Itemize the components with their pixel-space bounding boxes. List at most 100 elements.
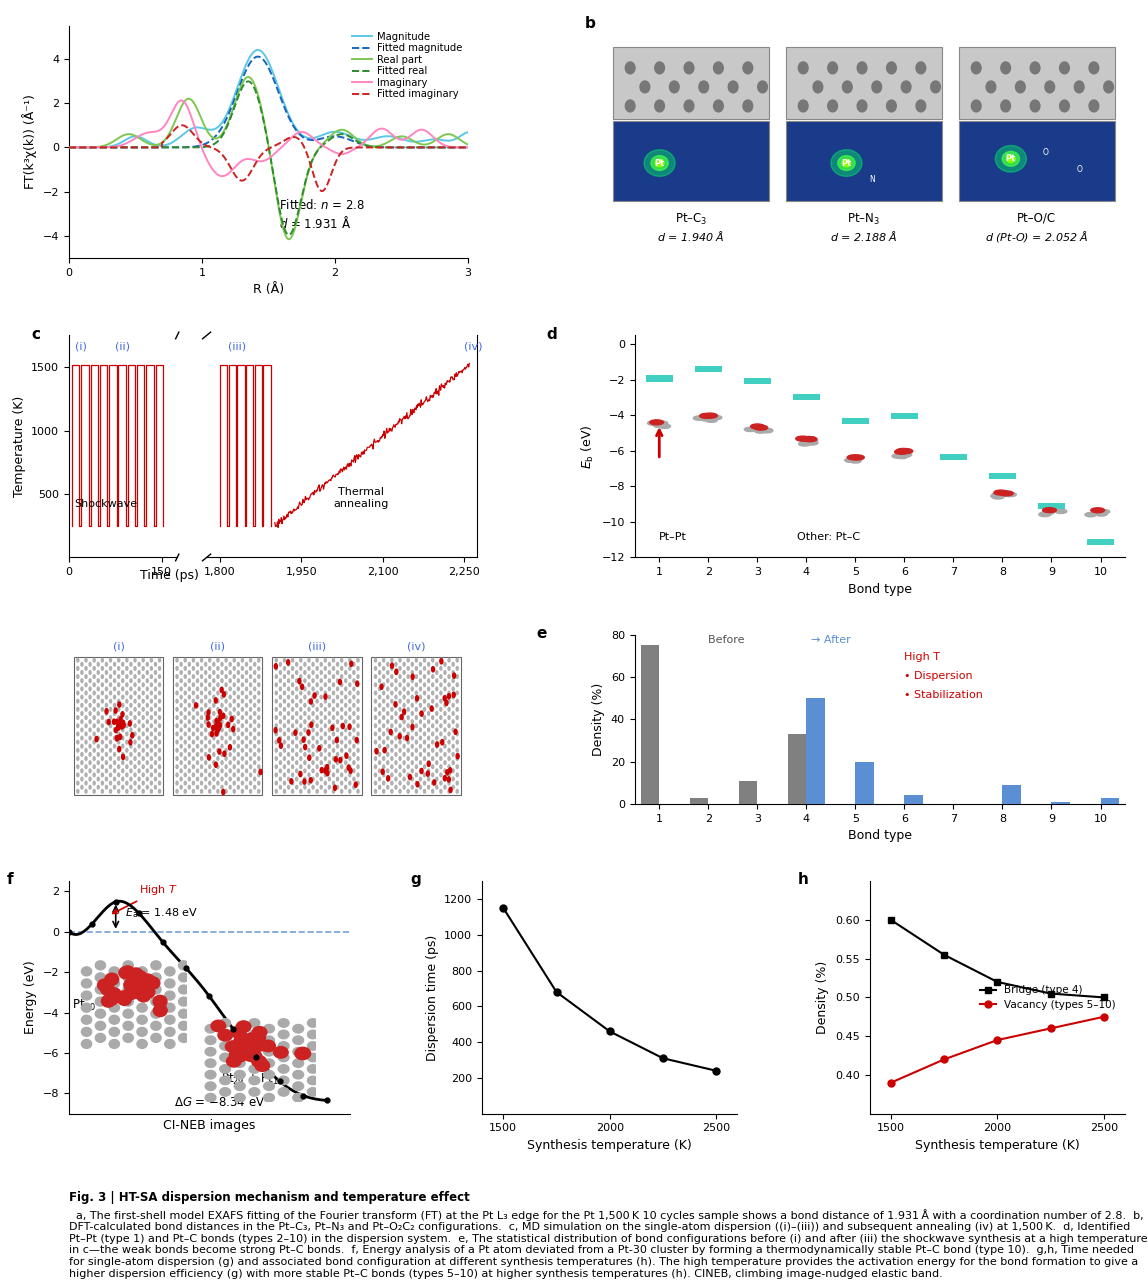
- Circle shape: [411, 745, 413, 748]
- Circle shape: [349, 756, 351, 760]
- Text: a, The first-shell model EXAFS fitting of the Fourier transform (FT) at the Pt L: a, The first-shell model EXAFS fitting o…: [69, 1208, 1148, 1279]
- Bridge (type 4): [1096, 989, 1110, 1005]
- Circle shape: [395, 687, 397, 691]
- Circle shape: [448, 777, 450, 782]
- Circle shape: [444, 760, 445, 764]
- Imaginary: [174, 92, 188, 108]
- Circle shape: [335, 737, 339, 742]
- Circle shape: [379, 671, 381, 675]
- Fitted magnitude: [334, 129, 348, 145]
- Circle shape: [897, 448, 910, 453]
- Circle shape: [246, 786, 248, 788]
- Circle shape: [416, 691, 418, 695]
- Circle shape: [209, 773, 211, 777]
- Circle shape: [427, 704, 429, 707]
- Circle shape: [176, 684, 178, 686]
- Circle shape: [714, 61, 723, 74]
- Circle shape: [241, 658, 243, 662]
- Circle shape: [994, 490, 1008, 495]
- Circle shape: [312, 663, 315, 666]
- Fitted magnitude: [251, 49, 265, 64]
- Circle shape: [296, 663, 297, 666]
- Fitted real: [488, 140, 502, 155]
- Circle shape: [254, 769, 256, 773]
- Circle shape: [349, 781, 351, 785]
- Circle shape: [304, 786, 305, 788]
- Text: Pt$_{30}$: Pt$_{30}$: [71, 997, 95, 1012]
- Circle shape: [117, 699, 119, 703]
- Circle shape: [77, 749, 79, 753]
- Circle shape: [233, 658, 235, 662]
- Circle shape: [436, 704, 437, 707]
- Circle shape: [452, 769, 455, 773]
- Circle shape: [411, 753, 413, 756]
- Circle shape: [333, 675, 334, 678]
- Circle shape: [158, 716, 161, 719]
- Circle shape: [895, 452, 907, 456]
- Circle shape: [432, 773, 434, 777]
- Circle shape: [142, 732, 145, 736]
- Circle shape: [991, 494, 1002, 498]
- Circle shape: [254, 712, 256, 716]
- Circle shape: [344, 687, 347, 691]
- Circle shape: [114, 728, 116, 732]
- Circle shape: [101, 756, 103, 760]
- Circle shape: [180, 745, 183, 748]
- Circle shape: [217, 719, 219, 724]
- Circle shape: [176, 732, 178, 736]
- Circle shape: [230, 678, 231, 682]
- Circle shape: [326, 771, 329, 776]
- Circle shape: [150, 667, 153, 671]
- Circle shape: [232, 727, 234, 732]
- Circle shape: [204, 671, 207, 675]
- Circle shape: [292, 781, 294, 785]
- Circle shape: [258, 732, 259, 736]
- Circle shape: [225, 756, 227, 760]
- Circle shape: [130, 712, 132, 716]
- Circle shape: [300, 765, 302, 768]
- Text: $E_\mathrm{a}$ = 1.48 eV: $E_\mathrm{a}$ = 1.48 eV: [125, 906, 199, 920]
- Real part: [429, 132, 443, 147]
- Circle shape: [336, 687, 339, 691]
- Circle shape: [212, 786, 215, 788]
- Circle shape: [405, 736, 409, 741]
- Circle shape: [324, 756, 326, 760]
- Circle shape: [101, 716, 103, 719]
- Circle shape: [249, 732, 251, 736]
- Circle shape: [209, 732, 211, 736]
- Circle shape: [316, 781, 318, 785]
- Circle shape: [312, 671, 315, 675]
- Circle shape: [188, 745, 191, 748]
- Circle shape: [184, 658, 186, 662]
- Circle shape: [176, 790, 178, 794]
- Circle shape: [440, 756, 442, 760]
- Circle shape: [138, 786, 140, 788]
- Circle shape: [433, 780, 436, 785]
- Circle shape: [349, 708, 351, 712]
- Circle shape: [180, 687, 183, 691]
- Circle shape: [328, 728, 331, 732]
- Circle shape: [300, 740, 302, 744]
- Circle shape: [276, 699, 278, 703]
- Circle shape: [249, 756, 251, 760]
- Circle shape: [456, 667, 458, 671]
- Circle shape: [80, 712, 83, 716]
- Fitted magnitude: [310, 132, 324, 147]
- Circle shape: [241, 708, 243, 712]
- Circle shape: [233, 765, 235, 768]
- Circle shape: [400, 699, 401, 703]
- Circle shape: [155, 704, 156, 707]
- Circle shape: [212, 663, 215, 666]
- Circle shape: [233, 724, 235, 727]
- Circle shape: [106, 786, 108, 788]
- Bar: [744, 378, 770, 384]
- Circle shape: [349, 691, 351, 695]
- Circle shape: [130, 687, 132, 691]
- Circle shape: [196, 760, 199, 764]
- Circle shape: [452, 736, 455, 740]
- Circle shape: [390, 684, 393, 686]
- Circle shape: [146, 728, 148, 732]
- Circle shape: [196, 663, 199, 666]
- Circle shape: [308, 749, 310, 753]
- Imaginary: [216, 169, 230, 184]
